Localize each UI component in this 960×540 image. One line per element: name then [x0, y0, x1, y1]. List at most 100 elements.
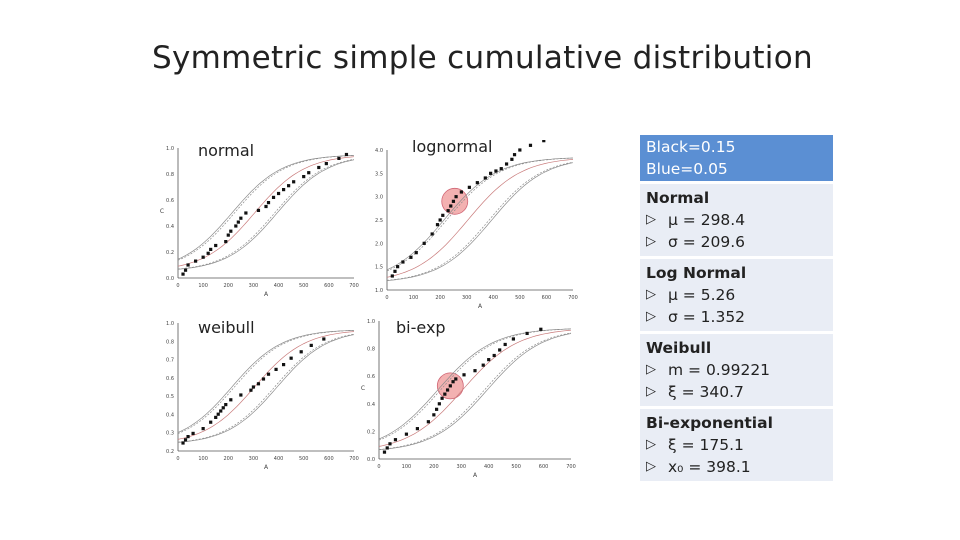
data-point [401, 260, 405, 264]
data-point [256, 382, 261, 386]
data-point [206, 251, 210, 255]
x-tick-label: 100 [198, 456, 208, 462]
fit-line [177, 331, 355, 440]
y-tick-label: 2.0 [375, 241, 383, 247]
data-point [216, 412, 220, 416]
y-tick-label: 1.0 [375, 288, 383, 294]
upper-band-dashed [386, 157, 574, 272]
data-point [249, 388, 253, 392]
data-point [324, 162, 328, 166]
data-point [440, 396, 444, 400]
triangle-bullet-icon: ▷ [646, 234, 656, 249]
data-point [494, 169, 498, 173]
param-value: m = 0.99221 [668, 361, 771, 379]
data-point [201, 255, 205, 259]
lower-band-dashed [177, 158, 355, 270]
data-point [498, 348, 502, 352]
chart-biexp: 0 100 200 300 400 500 600 700 0.0 0.2 0.4 0.6 0.8 1.0… [361, 319, 576, 479]
data-point [441, 213, 445, 217]
param-value: x₀ = 398.1 [668, 458, 751, 476]
data-point [307, 171, 311, 175]
chart-label-weibull: weibull [196, 318, 257, 337]
data-point [422, 241, 426, 245]
lower-band-line [386, 162, 574, 281]
triangle-bullet-icon: ▷ [646, 384, 656, 399]
data-point [499, 167, 503, 171]
data-point [481, 363, 485, 367]
data-point [414, 251, 418, 255]
data-point [475, 181, 479, 185]
lower-band-dashed [177, 333, 355, 443]
results-group-weibull: Weibull ▷ m = 0.99221 ▷ ξ = 340.7 [640, 334, 833, 406]
data-point [525, 331, 529, 336]
data-point [489, 171, 493, 175]
results-group-biexponential: Bi-exponential ▷ ξ = 175.1 ▷ x₀ = 398.1 [640, 409, 833, 481]
data-point [451, 380, 455, 384]
slide-title: Symmetric simple cumulative distribution [152, 40, 813, 76]
data-point [221, 406, 225, 410]
group-name: Log Normal [646, 264, 747, 282]
data-point [219, 409, 223, 413]
x-tick-label: 600 [324, 283, 334, 289]
data-point [239, 216, 243, 220]
data-point [385, 446, 389, 450]
results-table: Black=0.15 Blue=0.05 Normal ▷ μ = 298.4 ▷… [640, 135, 833, 484]
x-tick-label: 0 [176, 283, 179, 289]
fit-line [386, 159, 574, 278]
data-point [528, 143, 533, 147]
triangle-bullet-icon: ▷ [646, 437, 656, 452]
group-name: Bi-exponential [646, 414, 773, 432]
x-tick-label: 100 [409, 295, 419, 301]
x-tick-label: 400 [484, 464, 494, 470]
lower-band-dashed [386, 161, 574, 281]
x-tick-label: 700 [568, 295, 578, 301]
y-tick-label: 4.0 [375, 148, 383, 154]
param-value: μ = 298.4 [668, 211, 746, 229]
x-tick-label: 300 [462, 295, 472, 301]
data-point [266, 201, 271, 205]
x-tick-label: 0 [385, 295, 388, 301]
lower-band-dashed [378, 332, 572, 450]
data-point [224, 240, 228, 244]
y-tick-label: 0.7 [166, 358, 174, 364]
data-point [289, 356, 293, 360]
data-point [274, 367, 278, 371]
x-tick-label: 700 [566, 464, 576, 470]
x-tick-label: 200 [435, 295, 445, 301]
data-point [449, 204, 453, 208]
param-row: ▷ m = 0.99221 [646, 359, 827, 381]
data-point [183, 438, 188, 442]
data-point [388, 442, 392, 446]
x-tick-label: 500 [299, 456, 309, 462]
triangle-bullet-icon: ▷ [646, 287, 656, 302]
chart-label-lognormal: lognormal [410, 137, 495, 156]
data-point [396, 265, 400, 269]
param-value: σ = 1.352 [668, 308, 746, 326]
data-point [322, 337, 326, 341]
x-tick-label: 500 [511, 464, 521, 470]
x-tick-label: 400 [489, 295, 499, 301]
y-tick-label: 0.2 [166, 449, 174, 455]
chart-panel-biexp: 0 100 200 300 400 500 600 700 0.0 0.2 0.4 0.6 0.8 1.0… [355, 315, 580, 487]
data-point [191, 431, 195, 435]
data-point [542, 140, 546, 143]
data-point [214, 243, 218, 248]
y-tick-label: 0.3 [166, 431, 174, 437]
data-point [236, 220, 240, 224]
group-name: Weibull [646, 339, 712, 357]
triangle-bullet-icon: ▷ [646, 459, 656, 474]
header-line-black: Black=0.15 [646, 138, 736, 156]
data-point [487, 358, 491, 362]
data-point [287, 184, 291, 188]
data-point [239, 393, 243, 397]
data-point [435, 223, 440, 227]
x-tick-label: 100 [402, 464, 412, 470]
data-point [393, 438, 398, 442]
param-value: σ = 209.6 [668, 233, 746, 251]
triangle-bullet-icon: ▷ [646, 309, 656, 324]
y-tick-label: 0.6 [367, 374, 375, 380]
y-tick-label: 1.0 [166, 146, 174, 152]
data-point [186, 435, 190, 439]
data-point [264, 204, 268, 209]
data-point [492, 353, 496, 358]
